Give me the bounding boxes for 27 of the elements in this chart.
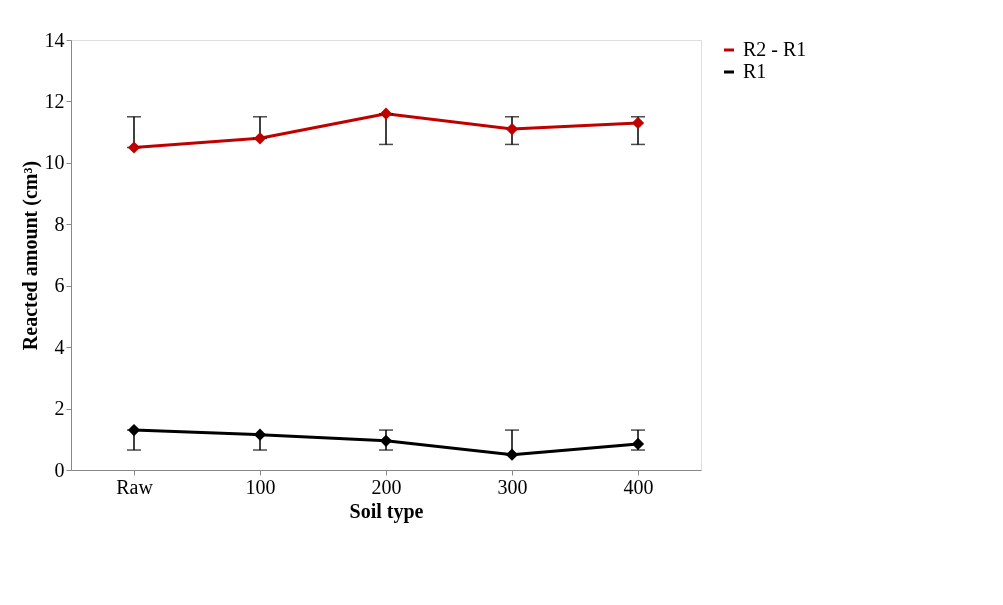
point [631,437,645,451]
y-tick-label: 0 [54,458,65,481]
legend-label: R1 [743,60,767,82]
y-tick-label: 10 [44,151,65,174]
x-tick-label: 100 [245,475,276,498]
x-tick-label: Raw [116,475,154,498]
x-tick-label: 200 [371,475,402,498]
point [631,116,645,130]
y-tick-label: 14 [44,28,65,51]
y-tick-label: 2 [54,397,65,420]
y-tick-label: 8 [54,212,65,235]
point [505,448,519,461]
x-tick-label: 300 [497,475,528,498]
point [253,132,267,145]
point [379,434,393,447]
point [253,428,267,441]
y-tick-label: 6 [54,274,65,297]
y-tick-label: 12 [44,89,65,112]
point [127,141,141,154]
x-axis-title: Soil type [349,499,424,523]
point [379,107,393,120]
x-tick-label: 400 [623,475,654,498]
point [505,122,519,136]
y-tick-label: 4 [54,335,65,358]
point [127,423,141,437]
y-axis-title: Reacted amount (cm³) [18,160,42,351]
legend-label: R2 - R1 [743,38,807,60]
